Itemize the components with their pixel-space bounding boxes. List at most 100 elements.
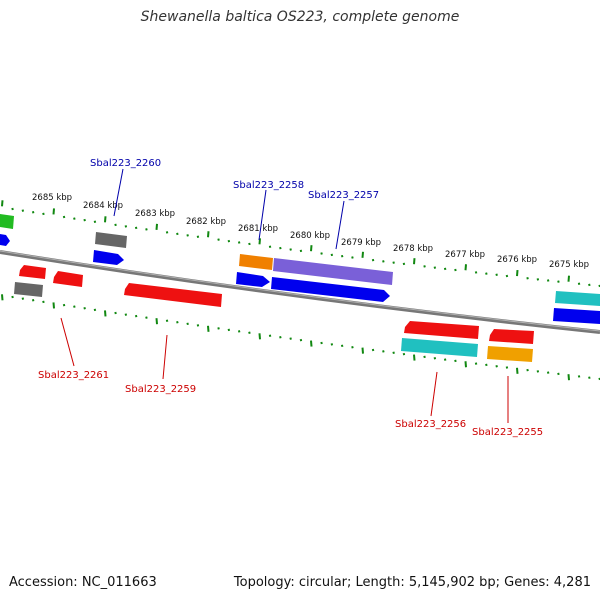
scale-label: 2682 kbp	[186, 217, 226, 227]
gene-label[interactable]: Sbal223_2259	[125, 384, 196, 395]
minor-scale-tick	[577, 375, 581, 378]
minor-scale-tick	[402, 352, 406, 356]
minor-scale-tick	[268, 334, 272, 337]
major-scale-tick	[104, 310, 107, 317]
gene-feature-gray[interactable]	[95, 232, 127, 248]
major-scale-tick	[52, 302, 55, 309]
minor-scale-tick	[371, 258, 375, 262]
gene-label[interactable]: Sbal223_2258	[233, 180, 304, 191]
major-scale-tick	[516, 270, 519, 277]
minor-scale-tick	[392, 351, 395, 355]
minor-scale-tick	[546, 279, 550, 282]
gene-feature-orange[interactable]	[487, 346, 533, 362]
minor-scale-tick	[217, 327, 220, 330]
minor-scale-tick	[505, 274, 509, 278]
gene-feature-blue[interactable]	[93, 250, 124, 265]
gene-feature-green[interactable]	[0, 214, 14, 229]
minor-scale-tick	[279, 335, 282, 339]
minor-scale-tick	[299, 338, 303, 342]
gene-feature-blue[interactable]	[553, 308, 600, 324]
minor-scale-tick	[227, 328, 231, 332]
major-scale-tick	[567, 374, 570, 381]
gene-feature-purple[interactable]	[273, 258, 393, 285]
minor-scale-tick	[423, 355, 426, 359]
gene-label[interactable]: Sbal223_2256	[395, 419, 466, 430]
scale-label: 2685 kbp	[32, 193, 72, 203]
minor-scale-tick	[443, 267, 447, 271]
gene-label[interactable]: Sbal223_2260	[90, 158, 161, 169]
minor-scale-tick	[145, 316, 148, 319]
minor-scale-tick	[93, 220, 97, 223]
map-title: Shewanella baltica OS223, complete genom…	[140, 9, 460, 25]
scale-label: 2680 kbp	[290, 231, 330, 241]
minor-scale-tick	[124, 313, 128, 316]
scale-label: 2683 kbp	[135, 209, 175, 219]
genome-backbone	[0, 250, 600, 334]
minor-scale-tick	[268, 245, 272, 248]
scale-label: 2681 kbp	[238, 224, 278, 234]
minor-scale-tick	[62, 303, 66, 307]
minor-scale-tick	[217, 238, 220, 241]
gene-feature-red[interactable]	[19, 265, 46, 279]
minor-scale-tick	[289, 248, 292, 251]
minor-scale-tick	[443, 358, 447, 361]
minor-scale-tick	[73, 305, 76, 308]
gene-feature-red[interactable]	[53, 271, 83, 287]
major-scale-tick	[155, 223, 158, 230]
minor-scale-tick	[62, 215, 66, 219]
minor-scale-tick	[433, 356, 437, 360]
minor-scale-tick	[279, 246, 282, 250]
label-leader	[258, 189, 267, 241]
gene-feature-blue[interactable]	[236, 272, 270, 287]
minor-scale-tick	[340, 254, 344, 258]
minor-scale-tick	[248, 242, 251, 246]
minor-scale-tick	[536, 278, 540, 281]
minor-scale-tick	[83, 218, 86, 222]
minor-scale-tick	[351, 345, 354, 349]
major-scale-tick	[310, 245, 313, 252]
major-scale-tick	[464, 264, 467, 271]
gene-label[interactable]: Sbal223_2257	[308, 190, 379, 201]
major-scale-tick	[361, 347, 364, 354]
label-leader	[335, 200, 345, 250]
major-scale-tick	[310, 340, 313, 347]
accession-text: Accession: NC_011663	[9, 575, 157, 590]
minor-scale-tick	[42, 212, 45, 216]
gene-feature-red[interactable]	[124, 283, 222, 307]
minor-scale-tick	[124, 225, 128, 228]
major-scale-tick	[361, 251, 364, 258]
minor-scale-tick	[21, 209, 25, 212]
gene-feature-cyan[interactable]	[401, 338, 478, 357]
major-scale-tick	[1, 294, 4, 301]
gene-feature-red[interactable]	[489, 329, 534, 344]
gene-feature-cyan[interactable]	[555, 291, 600, 306]
minor-scale-tick	[186, 234, 189, 237]
gene-feature-orange[interactable]	[239, 254, 273, 270]
minor-scale-tick	[330, 343, 334, 346]
minor-scale-tick	[114, 223, 117, 227]
gene-feature-gray[interactable]	[14, 282, 43, 297]
minor-scale-tick	[11, 207, 14, 211]
major-scale-tick	[1, 200, 4, 207]
scale-label: 2676 kbp	[497, 255, 537, 265]
gene-label[interactable]: Sbal223_2261	[38, 370, 109, 381]
minor-scale-tick	[433, 266, 437, 269]
gene-feature-blue[interactable]	[0, 234, 10, 246]
minor-scale-tick	[31, 298, 35, 302]
gene-feature-blue[interactable]	[271, 277, 390, 302]
minor-scale-tick	[320, 341, 323, 345]
gene-feature-red[interactable]	[404, 321, 479, 339]
minor-scale-tick	[289, 337, 292, 340]
minor-scale-tick	[134, 226, 138, 230]
gene-label[interactable]: Sbal223_2255	[472, 427, 543, 438]
minor-scale-tick	[134, 314, 138, 318]
minor-scale-tick	[382, 260, 385, 263]
minor-scale-tick	[588, 376, 591, 379]
minor-scale-tick	[31, 210, 35, 214]
minor-scale-tick	[402, 262, 406, 266]
minor-scale-tick	[588, 283, 591, 287]
minor-scale-tick	[11, 295, 14, 299]
minor-scale-tick	[423, 265, 426, 268]
major-scale-tick	[516, 367, 519, 374]
